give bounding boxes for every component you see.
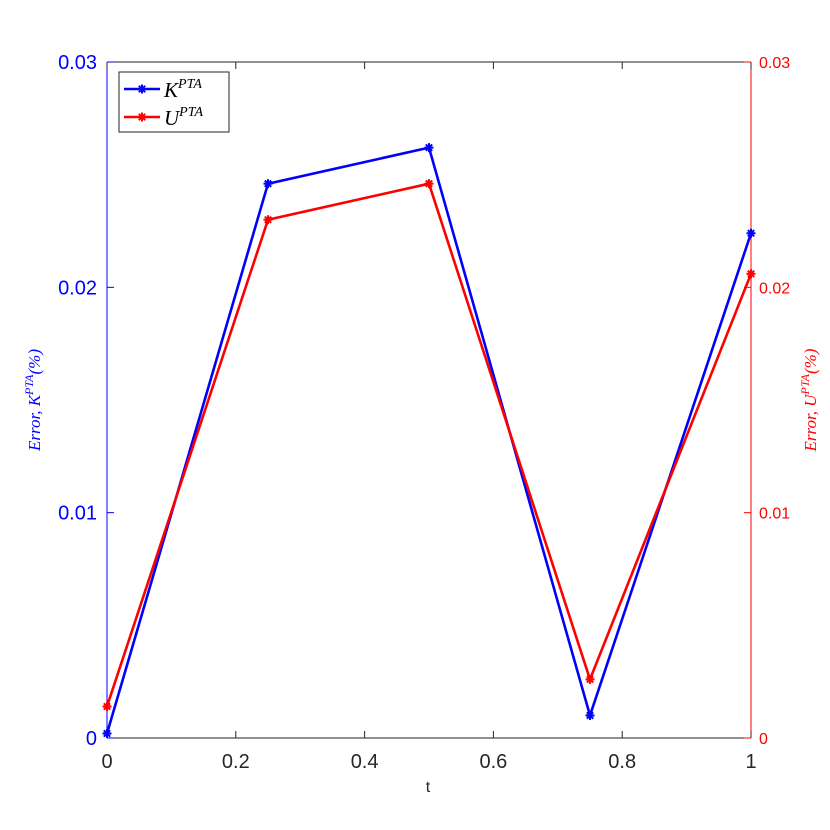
data-point-u <box>102 701 112 711</box>
x-tick-label: 0.2 <box>222 751 250 773</box>
data-point-k <box>424 143 434 153</box>
data-point-u <box>424 179 434 189</box>
x-tick-label: 0.6 <box>479 751 507 773</box>
legend-label-k: KPTA <box>163 77 202 102</box>
x-tick-label: 0.8 <box>608 751 636 773</box>
data-point-u <box>585 674 595 684</box>
x-tick-label: 0.4 <box>351 751 379 773</box>
series-line-u <box>105 182 753 707</box>
y-left-tick-label: 0.03 <box>58 52 97 74</box>
y-axis-right: 0 0.01 0.02 0.03 <box>744 55 790 748</box>
x-axis-label: t <box>426 779 431 796</box>
legend-box <box>118 71 230 133</box>
data-point-k <box>746 228 756 238</box>
legend-marker-u <box>137 112 147 122</box>
y-left-tick-label: 0 <box>86 728 97 750</box>
x-tick-label: 1 <box>745 751 756 773</box>
data-point-k <box>263 179 273 189</box>
y-axis-right-label: Error, UPTA(%) <box>798 348 820 452</box>
y-right-tick-label: 0 <box>759 731 768 748</box>
y-right-tick-label: 0.01 <box>759 506 790 523</box>
y-right-tick-label: 0.02 <box>759 280 790 297</box>
series-line-k <box>105 146 753 734</box>
y-left-tick-label: 0.02 <box>58 277 97 299</box>
data-point-u <box>263 215 273 225</box>
data-point-k <box>585 710 595 720</box>
legend-marker-k <box>137 84 147 94</box>
y-axis-left-label: Error, KPTA(%) <box>22 349 44 452</box>
x-tick-label: 0 <box>101 751 112 773</box>
legend-label-u: UPTA <box>164 105 203 130</box>
legend: KPTA UPTA <box>118 71 230 133</box>
data-point-u <box>746 269 756 279</box>
data-point-k <box>102 728 112 738</box>
y-left-tick-label: 0.01 <box>58 503 97 525</box>
series-layer <box>102 143 756 738</box>
x-axis: 0 0.2 0.4 0.6 0.8 1 <box>101 62 757 773</box>
y-axis-left: 0 0.01 0.02 0.03 <box>58 52 114 750</box>
y-right-tick-label: 0.03 <box>759 55 790 72</box>
plot-area <box>106 61 752 739</box>
